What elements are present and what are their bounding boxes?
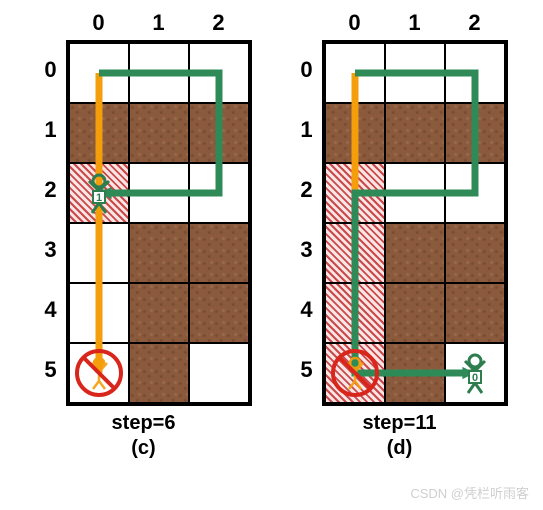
- grid-cell: [129, 163, 189, 223]
- row-headers: 012345: [36, 40, 66, 406]
- row-header: 4: [36, 280, 66, 340]
- grid-wrapper: 0: [322, 40, 508, 406]
- row-header: 3: [36, 220, 66, 280]
- grid-cell: [189, 103, 249, 163]
- col-header: 1: [129, 10, 189, 40]
- watermark: CSDN @凭栏听雨客: [410, 483, 529, 502]
- col-header: 2: [445, 10, 505, 40]
- diagram-container: 012012345 1 step=6(c)012012345: [10, 10, 533, 460]
- grid-cell: [385, 223, 445, 283]
- grid: [66, 40, 252, 406]
- grid-cell: [325, 163, 385, 223]
- grid-cell: [445, 223, 505, 283]
- grid-cell: [69, 163, 129, 223]
- grid-cell: [385, 163, 445, 223]
- col-header: 1: [385, 10, 445, 40]
- grid-cell: [445, 163, 505, 223]
- grid-cell: [385, 43, 445, 103]
- grid: [322, 40, 508, 406]
- grid-cell: [129, 343, 189, 403]
- grid-cell: [189, 343, 249, 403]
- grid-cell: [325, 43, 385, 103]
- grid-cell: [325, 283, 385, 343]
- grid-cell: [445, 283, 505, 343]
- step-label: step=11: [363, 412, 437, 435]
- grid-cell: [69, 103, 129, 163]
- panel-c: 012012345 1 step=6(c): [36, 10, 252, 460]
- grid-cell: [129, 283, 189, 343]
- col-header: 0: [325, 10, 385, 40]
- row-header: 0: [36, 40, 66, 100]
- col-header: 2: [189, 10, 249, 40]
- grid-cell: [69, 343, 129, 403]
- grid-cell: [325, 223, 385, 283]
- grid-cell: [69, 43, 129, 103]
- grid-cell: [189, 223, 249, 283]
- grid-cell: [129, 43, 189, 103]
- row-header: 2: [292, 160, 322, 220]
- row-header: 2: [36, 160, 66, 220]
- row-headers: 012345: [292, 40, 322, 406]
- grid-cell: [325, 103, 385, 163]
- grid-cell: [189, 283, 249, 343]
- grid-cell: [69, 223, 129, 283]
- grid-cell: [445, 343, 505, 403]
- step-label: step=6: [112, 412, 176, 435]
- grid-cell: [385, 283, 445, 343]
- grid-body: 012345 0: [292, 40, 508, 406]
- grid-cell: [325, 343, 385, 403]
- grid-cell: [445, 43, 505, 103]
- row-header: 5: [36, 340, 66, 400]
- panel-d: 012012345 0 step=11(d): [292, 10, 508, 460]
- grid-cell: [445, 103, 505, 163]
- grid-cell: [129, 223, 189, 283]
- col-headers: 012: [325, 10, 505, 40]
- grid-cell: [129, 103, 189, 163]
- grid-cell: [385, 103, 445, 163]
- row-header: 1: [36, 100, 66, 160]
- row-header: 1: [292, 100, 322, 160]
- grid-cell: [69, 283, 129, 343]
- col-header: 0: [69, 10, 129, 40]
- row-header: 0: [292, 40, 322, 100]
- row-header: 4: [292, 280, 322, 340]
- row-header: 3: [292, 220, 322, 280]
- panel-sub-label: (c): [131, 437, 155, 460]
- col-headers: 012: [69, 10, 249, 40]
- grid-cell: [189, 163, 249, 223]
- row-header: 5: [292, 340, 322, 400]
- grid-body: 012345 1: [36, 40, 252, 406]
- grid-cell: [189, 43, 249, 103]
- panel-sub-label: (d): [387, 437, 413, 460]
- grid-cell: [385, 343, 445, 403]
- grid-wrapper: 1: [66, 40, 252, 406]
